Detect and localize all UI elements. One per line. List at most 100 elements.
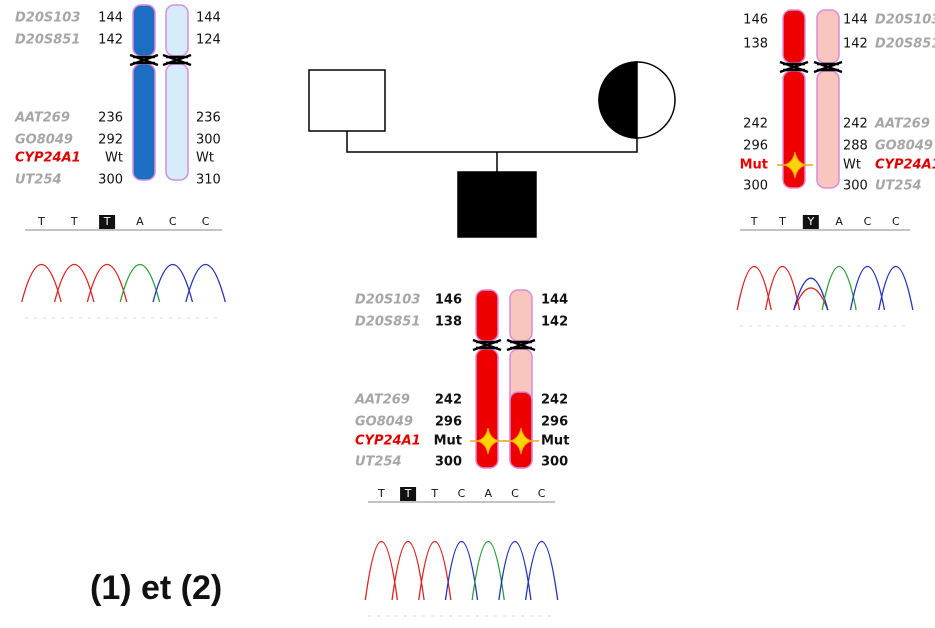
allele: 310 — [196, 173, 221, 188]
marker-name: D20S103 — [355, 293, 420, 308]
marker-name: GO8049 — [15, 133, 73, 148]
trace-peak — [851, 267, 885, 311]
trace-peak — [392, 542, 424, 601]
allele: 300 — [196, 133, 221, 148]
pedigree-lines — [347, 131, 637, 172]
marker-name: GO8049 — [875, 139, 933, 154]
allele: 292 — [98, 133, 123, 148]
child-haplotype: D20S103146144D20S851138142AAT269242242GO… — [354, 290, 569, 470]
allele: 144 — [541, 293, 568, 308]
marker-name: UT254 — [355, 455, 402, 470]
chromosome-arm — [133, 5, 155, 56]
base-letter: T — [750, 215, 758, 228]
marker-name: UT254 — [15, 173, 62, 188]
trace-peak — [120, 265, 159, 303]
base-letter: A — [835, 215, 843, 228]
chromosome-arm — [133, 64, 155, 180]
base-letter: C — [169, 215, 177, 228]
trace-peak — [472, 542, 504, 601]
allele: 142 — [843, 37, 868, 52]
allele: Mut — [434, 434, 462, 449]
base-letter: C — [864, 215, 872, 228]
marker-name: CYP24A1 — [355, 434, 421, 449]
base-letter: C — [538, 487, 546, 500]
allele: Mut — [541, 434, 569, 449]
allele: 242 — [843, 117, 868, 132]
allele: 144 — [98, 11, 123, 26]
allele: Wt — [105, 151, 123, 166]
marker-name: UT254 — [875, 179, 922, 194]
chromosome-arm — [817, 71, 839, 188]
base-letter: C — [202, 215, 210, 228]
marker-name: D20S851 — [875, 37, 935, 52]
centromere — [163, 55, 191, 65]
chromosome-arm — [166, 64, 188, 180]
allele: 236 — [98, 111, 123, 126]
centromere — [780, 62, 808, 72]
allele: Wt — [196, 151, 214, 166]
allele: 296 — [743, 139, 768, 154]
allele: 146 — [435, 293, 462, 308]
allele: 142 — [541, 315, 568, 330]
base-letter: A — [484, 487, 492, 500]
trace-peak — [766, 267, 800, 311]
allele: 144 — [843, 13, 868, 28]
base-letter: C — [892, 215, 900, 228]
marker-name: D20S103 — [875, 13, 935, 28]
trace-peak — [822, 267, 856, 311]
trace-peak — [737, 267, 771, 311]
marker-name: D20S103 — [15, 11, 80, 26]
marker-name: AAT269 — [874, 117, 930, 132]
trace-peak — [526, 542, 558, 601]
base-letter: T — [377, 487, 385, 500]
chromosome-arm — [166, 5, 188, 56]
trace-peak — [365, 542, 397, 601]
allele: 138 — [743, 37, 768, 52]
pedigree-figure: (1) et (2) D20S103144144D20S851142124AAT… — [0, 0, 935, 628]
trace-peak — [153, 265, 192, 303]
allele: 300 — [743, 179, 768, 194]
marker-name: CYP24A1 — [15, 151, 81, 166]
trace-peak — [419, 542, 451, 601]
trace-peak — [87, 265, 126, 303]
allele: 138 — [435, 315, 462, 330]
chromosome-arm — [476, 290, 498, 341]
base-letter: T — [103, 215, 111, 228]
allele: 242 — [743, 117, 768, 132]
base-letter: T — [430, 487, 438, 500]
base-letter: C — [511, 487, 519, 500]
trace-peak — [55, 265, 94, 303]
base-letter: A — [136, 215, 144, 228]
marker-name: D20S851 — [355, 315, 420, 330]
base-letter: T — [70, 215, 78, 228]
allele: 296 — [541, 415, 568, 430]
chromosome-arm — [783, 10, 805, 63]
base-letter: Y — [806, 215, 814, 228]
allele: 236 — [196, 111, 221, 126]
allele: 124 — [196, 33, 221, 48]
base-letter: T — [778, 215, 786, 228]
mother-haplotype: D20S103 146 144 D20S851 138 142 AAT269 242 242 GO… — [740, 10, 935, 194]
caption: (1) et (2) — [90, 569, 222, 607]
chromosome-arm — [510, 290, 532, 341]
father-symbol — [309, 70, 385, 131]
allele: Mut — [740, 158, 768, 173]
allele: 146 — [743, 13, 768, 28]
base-letter: C — [458, 487, 466, 500]
allele: 242 — [435, 393, 462, 408]
centromere — [507, 340, 535, 350]
mother-chromatogram: TTYACC — [737, 215, 913, 326]
allele: 142 — [98, 33, 123, 48]
trace-peak — [445, 542, 477, 601]
trace-peak — [499, 542, 531, 601]
trace-peak — [879, 267, 913, 311]
marker-name: CYP24A1 — [875, 158, 935, 173]
base-letter: T — [404, 487, 412, 500]
allele: 144 — [196, 11, 221, 26]
child-symbol — [458, 172, 536, 237]
centromere — [814, 62, 842, 72]
base-letter: T — [37, 215, 45, 228]
centromere — [473, 340, 501, 350]
